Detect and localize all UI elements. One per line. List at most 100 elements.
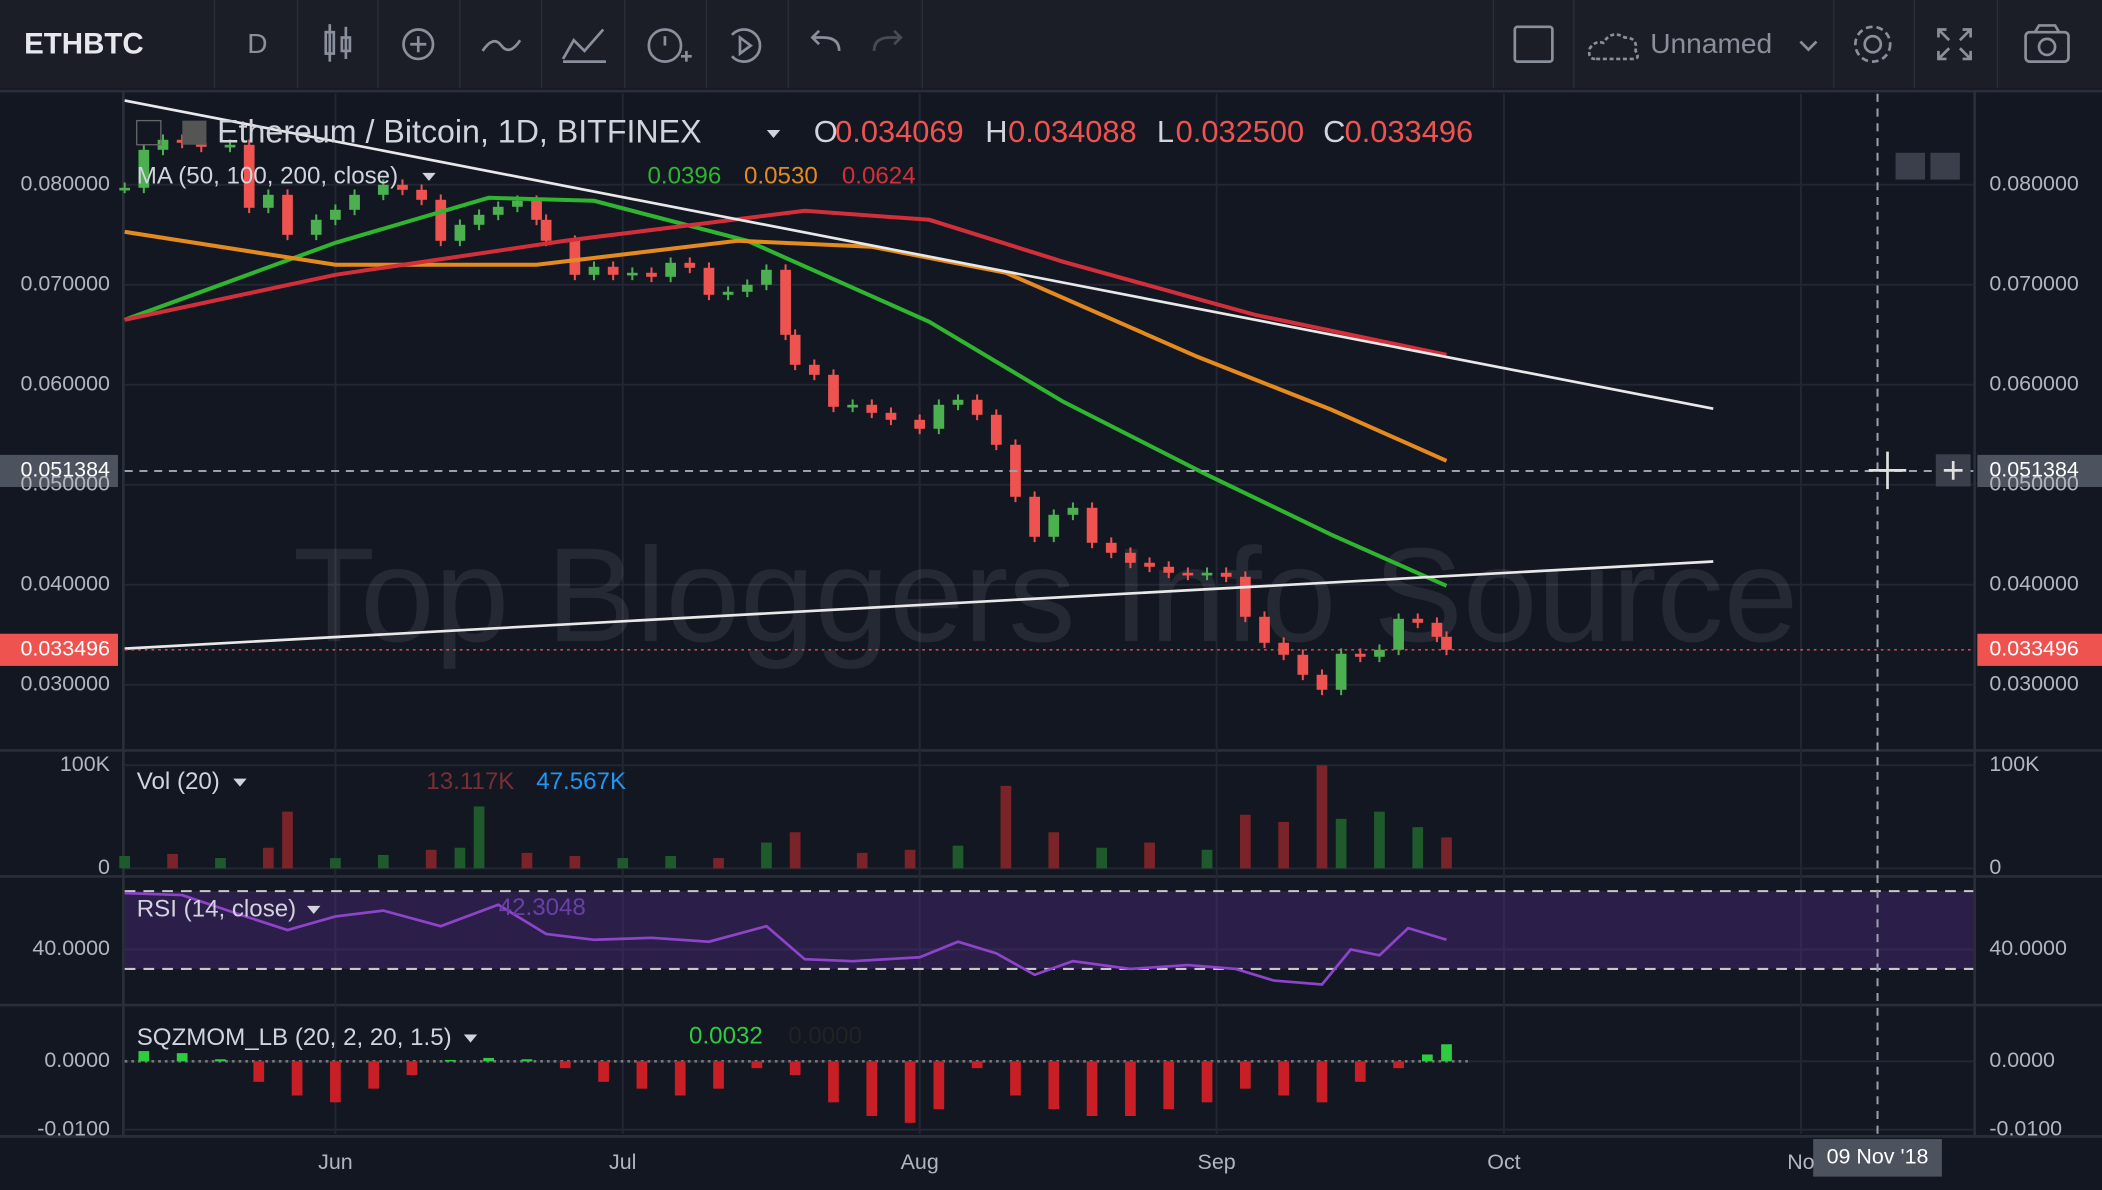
legend-toggle[interactable] — [136, 119, 162, 146]
candle-body — [377, 184, 389, 195]
last-price-label: 0.033496 — [1989, 636, 2078, 660]
bar — [215, 1059, 226, 1062]
candle-body — [1374, 649, 1385, 657]
candle-body — [1182, 572, 1194, 576]
volume-legend: Vol (20) — [137, 768, 220, 795]
candle-body — [626, 272, 638, 276]
bar — [1421, 1054, 1433, 1062]
bar — [521, 1059, 533, 1062]
redo-button[interactable] — [872, 29, 903, 52]
time-tick-label: Aug — [901, 1150, 939, 1174]
crosshair-price-label: 0.051384 — [1989, 458, 2079, 482]
candle-body — [492, 206, 504, 215]
dropdown-arrow[interactable] — [766, 129, 781, 139]
candle-body — [952, 399, 964, 405]
rsi-legend: RSI (14, close) — [137, 895, 296, 922]
trend-line[interactable] — [124, 99, 1714, 411]
y-tick-label: 100K — [60, 752, 111, 776]
interval[interactable]: D — [247, 28, 267, 59]
y-tick-label: 40.0000 — [32, 936, 110, 960]
bar — [1144, 842, 1155, 869]
last-price-box — [0, 633, 118, 666]
candle-body — [933, 404, 945, 429]
candle-body — [828, 374, 839, 407]
settings-button[interactable] — [1853, 25, 1892, 63]
templates-button[interactable] — [561, 28, 606, 63]
legend-toggle[interactable] — [182, 120, 207, 145]
ohlc-value: 0.033496 — [1345, 114, 1474, 149]
rsi-line — [124, 891, 1447, 986]
candle-body — [243, 144, 255, 208]
candle-body — [1278, 642, 1290, 655]
replay-button[interactable] — [730, 28, 762, 63]
candle-body — [808, 364, 820, 375]
toolbar-bg — [0, 0, 2102, 89]
bar — [569, 855, 581, 869]
y-tick-label: 0.040000 — [20, 571, 110, 595]
bar — [713, 858, 724, 869]
ohlc-key: L — [1157, 114, 1174, 149]
pane-button[interactable] — [1930, 152, 1960, 180]
compare-button[interactable] — [402, 28, 435, 61]
bar — [377, 854, 389, 869]
alert-button[interactable] — [647, 28, 692, 63]
candle-body — [780, 269, 791, 335]
bar — [856, 852, 868, 869]
bar — [1441, 1044, 1452, 1062]
fullscreen-button[interactable] — [1937, 28, 1972, 61]
trend-line[interactable] — [124, 560, 1714, 650]
bar — [713, 1061, 724, 1089]
ohlc-key: C — [1323, 114, 1345, 149]
bar — [789, 1061, 801, 1076]
bar — [473, 806, 485, 869]
dropdown-arrow[interactable] — [233, 778, 247, 787]
bar — [1010, 1061, 1021, 1096]
bar — [444, 1059, 456, 1062]
bar — [1316, 1061, 1328, 1103]
candle-body — [1316, 674, 1328, 690]
snapshot-button[interactable] — [2024, 24, 2070, 63]
candle-body — [512, 200, 523, 207]
time-tick-label: Sep — [1198, 1150, 1236, 1174]
layout-dropdown[interactable] — [1799, 40, 1818, 52]
bar — [291, 1061, 303, 1096]
y-tick-label: 100K — [1989, 752, 2040, 776]
dropdown-arrow[interactable] — [463, 1034, 478, 1043]
legend-value: 42.3048 — [499, 894, 586, 921]
layout-button[interactable] — [1513, 25, 1554, 63]
candle-body — [330, 209, 341, 220]
symbol[interactable]: ETHBTC — [24, 27, 144, 60]
bar — [1239, 1061, 1251, 1089]
y-tick-label: -0.0100 — [37, 1116, 110, 1140]
candle-body — [761, 269, 772, 285]
crosshair-price-label: 0.051384 — [20, 458, 110, 482]
pane-button[interactable] — [1895, 152, 1926, 180]
y-tick-label: 0.080000 — [20, 171, 110, 195]
layout-name[interactable]: Unnamed — [1650, 28, 1772, 59]
y-tick-label: 0.030000 — [20, 671, 110, 695]
y-tick-label: 0.030000 — [1989, 671, 2079, 695]
toolbar: ETHBTC D Unnamed — [0, 0, 2102, 89]
undo-button[interactable] — [810, 29, 841, 52]
bar — [1163, 1061, 1175, 1110]
y-tick-label: 0.050000 — [1989, 471, 2079, 495]
drawings — [124, 99, 1714, 650]
y-tick-label: 0.0000 — [44, 1048, 110, 1072]
time-tick-label: Jul — [609, 1150, 636, 1174]
dropdown-arrow[interactable] — [422, 172, 436, 181]
candle-body — [1431, 622, 1443, 637]
bar — [215, 858, 226, 869]
legend-value: 13.117K — [426, 768, 514, 795]
dropdown-arrow[interactable] — [306, 905, 321, 914]
bar — [1412, 827, 1424, 869]
time-tick-label: Jun — [318, 1150, 353, 1174]
chart-type-button[interactable] — [324, 24, 352, 62]
y-tick-label: 0 — [1989, 855, 2001, 879]
bar — [636, 1061, 648, 1089]
candle-body — [282, 194, 293, 235]
ohlc-value: 0.034088 — [1008, 114, 1137, 149]
y-tick-label: 0.040000 — [1989, 571, 2079, 595]
indicators-button[interactable] — [481, 39, 522, 52]
bar — [761, 842, 772, 869]
candle-body — [1441, 636, 1452, 650]
